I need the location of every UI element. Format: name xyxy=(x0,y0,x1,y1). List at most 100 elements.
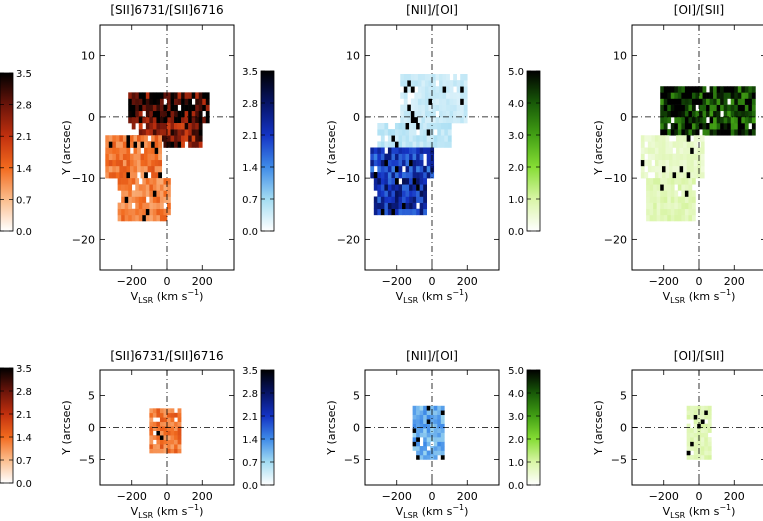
top-sii-ratio-cell xyxy=(115,147,120,154)
top-oi-sii-cell xyxy=(737,123,742,130)
top-nii-oi-cell xyxy=(449,92,454,99)
top-oi-sii-cell xyxy=(681,214,686,222)
top-nii-oi-cell xyxy=(414,110,419,118)
top-nii-oi-cell xyxy=(417,74,422,81)
top-sii-ratio-cell xyxy=(122,165,127,173)
bottom-nii-oi-cell xyxy=(412,414,417,420)
bottom-nii-oi-cell xyxy=(412,428,417,433)
top-oi-sii-cell xyxy=(683,165,687,173)
top-oi-sii-cell xyxy=(670,184,675,191)
top-oi-sii-cell xyxy=(667,202,672,210)
top-oi-sii-cell xyxy=(656,196,661,203)
top-nii-oi-cell xyxy=(442,116,447,124)
top-nii-oi-cell xyxy=(402,208,406,216)
top-sii-ratio-cell xyxy=(154,159,159,167)
top-nii-oi-cell xyxy=(439,80,443,87)
top-oi-sii-cell xyxy=(660,190,665,197)
top-nii-oi-cell xyxy=(384,141,389,148)
bottom-oi-sii-cell xyxy=(707,423,712,429)
bottom-sii-ratio-y-axis-label: Y (arcsec) xyxy=(60,400,73,455)
top-sii-ratio-cell xyxy=(126,147,131,154)
top-sii-ratio-cell xyxy=(147,141,152,148)
top-oi-sii-cell xyxy=(730,92,735,99)
top-sii-ratio-cell xyxy=(149,214,154,222)
top-sii-ratio-cell xyxy=(142,129,147,136)
bottom-oi-sii-cell xyxy=(697,414,702,420)
top-nii-oi-cell xyxy=(416,153,420,161)
bottom-oi-sii-cell xyxy=(693,450,698,456)
top-sii-ratio-cell xyxy=(195,123,200,130)
top-nii-oi-cell xyxy=(456,116,461,124)
top-nii-oi-cell xyxy=(447,135,452,142)
top-nii-oi-cell xyxy=(421,92,426,99)
top-sii-ratio-cell xyxy=(135,116,140,124)
top-sii-ratio-cell xyxy=(202,116,207,124)
top-sii-ratio-cell xyxy=(122,153,127,161)
top-nii-oi-cell xyxy=(387,147,392,154)
top-sii-ratio-cell xyxy=(156,214,161,222)
top-oi-sii-cell xyxy=(723,86,728,93)
top-sii-ratio-cell xyxy=(119,141,124,148)
top-nii-oi-cell xyxy=(446,116,450,124)
top-nii-oi-cell xyxy=(417,86,422,93)
top-oi-sii-cell xyxy=(658,141,663,148)
top-oi-sii-cell xyxy=(688,178,693,185)
bottom-sii-ratio-cell xyxy=(156,408,161,414)
top-sii-ratio-cell xyxy=(154,153,159,161)
top-nii-oi-cell xyxy=(384,190,389,197)
top-oi-sii-cell xyxy=(649,184,654,191)
top-nii-oi-cell xyxy=(391,135,396,142)
top-oi-sii-cell xyxy=(699,104,703,112)
top-oi-sii-cell xyxy=(686,147,691,154)
bottom-oi-sii-cell xyxy=(690,405,695,411)
top-nii-oi-cell xyxy=(419,123,424,130)
top-sii-ratio-cell xyxy=(122,172,127,179)
top-nii-oi-cell xyxy=(421,74,426,81)
top-nii-oi-cell xyxy=(391,178,396,185)
top-oi-sii-cell xyxy=(688,129,693,136)
top-sii-ratio-cell xyxy=(145,184,150,191)
top-nii-oi-cell xyxy=(412,135,417,142)
top-oi-sii-cell xyxy=(688,86,693,93)
top-nii-oi-cell xyxy=(419,129,424,136)
top-nii-oi-title: [NII]/[OI] xyxy=(406,3,458,17)
top-sii-ratio-cell xyxy=(133,153,138,161)
top-nii-oi-cell xyxy=(380,129,385,136)
bottom-oi-sii-x-axis-label: VLSR (km s−1) xyxy=(663,503,736,520)
top-nii-oi-cell xyxy=(405,202,410,210)
top-oi-sii-cell xyxy=(723,129,728,136)
top-sii-ratio-cell xyxy=(112,153,117,161)
top-nii-oi-cell xyxy=(380,196,385,203)
top-sii-ratio-cell xyxy=(122,141,127,148)
top-sii-ratio-cell xyxy=(159,184,164,191)
top-nii-oi-cell xyxy=(412,178,417,185)
top-nii-oi-cell xyxy=(428,86,433,93)
bottom-oi-sii-y-tick-label: 0 xyxy=(620,422,627,435)
top-oi-sii-cell xyxy=(656,178,661,185)
top-oi-sii-cell xyxy=(679,165,684,173)
top-oi-sii-x-tick-label: 200 xyxy=(724,275,745,288)
top-nii-oi-cell xyxy=(416,141,420,148)
top-nii-oi-cell xyxy=(398,172,403,179)
top-sii-ratio-cell xyxy=(163,214,168,222)
top-sii-ratio-cell xyxy=(126,165,131,173)
panel-top-nii-oi: [NII]/[OI]0.00.71.42.12.83.5−200 0 200−20−… xyxy=(242,3,500,305)
top-nii-oi-cell xyxy=(384,153,389,161)
bottom-sii-ratio-cell xyxy=(159,448,164,454)
top-oi-sii-cell xyxy=(670,202,675,210)
bottom-nii-oi-cell xyxy=(412,410,417,416)
panel-top-sii-ratio: [SII]6731/[SII]67160.00.71.42.12.83.5−20… xyxy=(0,3,235,305)
top-nii-oi-cell xyxy=(373,172,378,179)
top-oi-sii-cell xyxy=(737,129,742,136)
top-nii-oi-cell xyxy=(442,74,447,81)
top-nii-oi-cell xyxy=(446,74,450,81)
top-oi-sii-cell xyxy=(693,159,698,167)
top-nii-oi-x-tick-label: 200 xyxy=(457,275,478,288)
bottom-nii-oi-cell xyxy=(433,405,438,411)
top-sii-ratio-x-tick-label: 200 xyxy=(192,275,213,288)
top-nii-oi-cell xyxy=(409,147,413,154)
top-nii-oi-cell xyxy=(463,98,468,105)
top-oi-sii-cell xyxy=(720,98,724,105)
top-nii-oi-cell xyxy=(387,141,392,148)
bottom-oi-sii-cell xyxy=(700,423,705,429)
